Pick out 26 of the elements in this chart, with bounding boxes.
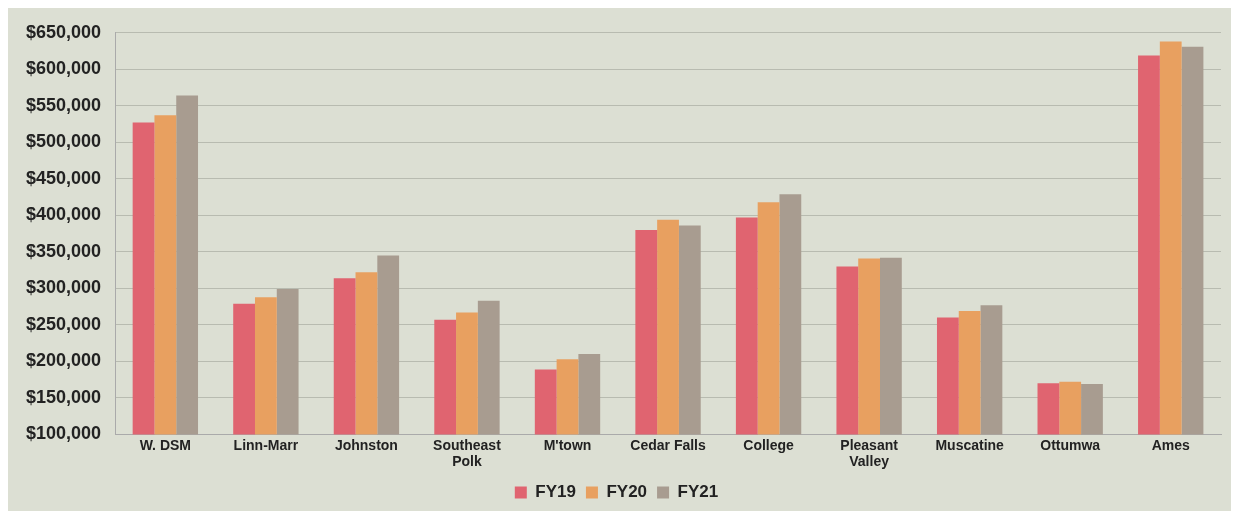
y-tick-label: $100,000 <box>26 423 102 444</box>
y-tick-label: $350,000 <box>26 240 102 261</box>
x-tick-label: Ames <box>1151 436 1191 453</box>
x-tick-label: College <box>743 436 795 453</box>
y-tick-label: $500,000 <box>26 131 102 152</box>
legend-label: FY19 <box>535 482 576 502</box>
x-tick-label: Johnston <box>334 436 398 453</box>
y-tick-label: $600,000 <box>26 58 102 79</box>
y-tick-label: $450,000 <box>26 167 102 188</box>
y-tick-label: $300,000 <box>26 277 102 298</box>
y-tick-label: $400,000 <box>26 204 102 225</box>
x-tick-label: Ottumwa <box>1040 436 1101 453</box>
x-tick-label: Cedar Falls <box>630 436 706 453</box>
y-tick-label: $150,000 <box>26 386 102 407</box>
x-tick-label: W. DSM <box>139 436 192 453</box>
x-tick-label: Pleasant Valley <box>840 436 899 470</box>
x-tick-label: Muscatine <box>935 436 1005 453</box>
x-tick-label: Linn-Marr <box>233 436 299 453</box>
legend-label: FY21 <box>677 482 719 502</box>
x-tick-label: M'town <box>543 436 592 453</box>
y-tick-label: $550,000 <box>26 94 102 115</box>
y-tick-label: $200,000 <box>26 350 102 371</box>
y-tick-label: $250,000 <box>26 313 102 334</box>
legend-label: FY20 <box>606 482 648 502</box>
y-tick-label: $650,000 <box>26 21 102 42</box>
x-tick-label: Southeast Polk <box>433 436 502 470</box>
